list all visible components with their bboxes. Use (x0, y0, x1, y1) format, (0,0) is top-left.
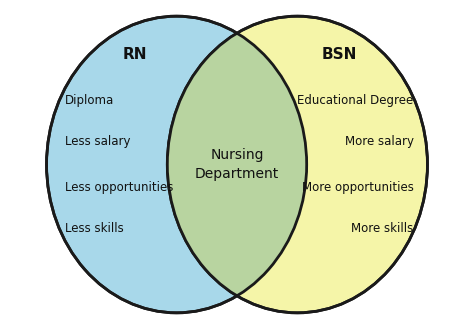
Text: More salary: More salary (345, 136, 413, 148)
Ellipse shape (46, 16, 307, 313)
Text: BSN: BSN (321, 47, 357, 63)
Text: Educational Degree: Educational Degree (297, 93, 413, 107)
Text: Less skills: Less skills (65, 222, 124, 236)
Text: Diploma: Diploma (65, 93, 114, 107)
Ellipse shape (167, 16, 428, 313)
Text: RN: RN (123, 47, 147, 63)
Text: Nursing
Department: Nursing Department (195, 148, 279, 181)
Text: Less salary: Less salary (65, 136, 131, 148)
Text: More opportunities: More opportunities (301, 181, 413, 193)
Ellipse shape (167, 16, 428, 313)
Text: Less opportunities: Less opportunities (65, 181, 173, 193)
Text: More skills: More skills (351, 222, 413, 236)
